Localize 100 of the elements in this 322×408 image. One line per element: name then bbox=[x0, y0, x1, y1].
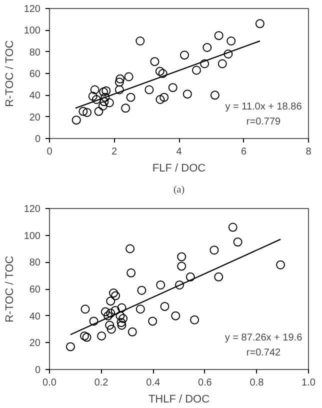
point bbox=[90, 85, 100, 94]
point bbox=[106, 296, 116, 306]
point bbox=[92, 95, 101, 104]
point bbox=[116, 311, 125, 320]
x-tick-label: 8 bbox=[306, 146, 312, 158]
point bbox=[200, 59, 210, 68]
x-tick-label: 4 bbox=[176, 146, 182, 158]
point bbox=[186, 272, 195, 282]
point bbox=[150, 57, 160, 66]
point bbox=[218, 59, 227, 68]
point bbox=[156, 95, 165, 104]
point bbox=[144, 85, 154, 94]
point bbox=[106, 308, 116, 318]
point bbox=[192, 66, 201, 75]
point bbox=[224, 50, 233, 58]
point bbox=[168, 83, 178, 92]
y-tick-label: 20 bbox=[29, 112, 41, 124]
x-axis-title: THLF / DOC bbox=[148, 394, 210, 406]
y-axis-title: R-TOC / TOC bbox=[4, 256, 16, 322]
annotation: r=0.779 bbox=[246, 116, 282, 128]
annotation: y = 87.26x + 19.6 bbox=[224, 332, 303, 344]
point bbox=[156, 280, 166, 290]
point bbox=[136, 304, 145, 314]
y-tick-label: 40 bbox=[29, 311, 41, 322]
point bbox=[72, 116, 81, 125]
y-tick-label: 80 bbox=[29, 258, 41, 269]
annotation: y = 11.0x + 18.86 bbox=[225, 102, 302, 112]
point bbox=[88, 92, 98, 101]
point bbox=[108, 288, 118, 298]
y-tick-label: 0 bbox=[34, 134, 41, 145]
point bbox=[66, 342, 75, 352]
x-tick-label: 1.0 bbox=[302, 378, 316, 388]
point bbox=[202, 43, 212, 52]
point bbox=[100, 97, 109, 106]
point bbox=[104, 311, 113, 320]
y-tick-label: 60 bbox=[29, 69, 41, 80]
x-tick-label: 2 bbox=[111, 146, 118, 158]
point bbox=[82, 108, 92, 117]
point bbox=[99, 87, 108, 96]
point bbox=[111, 291, 120, 300]
y-tick-label: 120 bbox=[24, 204, 41, 215]
point bbox=[121, 104, 130, 113]
y-tick-label: 100 bbox=[24, 230, 41, 242]
x-tick-label: 0 bbox=[46, 146, 53, 158]
point bbox=[126, 268, 136, 278]
point bbox=[177, 262, 186, 271]
x-tick-label: 0.2 bbox=[94, 378, 109, 388]
point bbox=[80, 331, 89, 340]
text: (a) bbox=[173, 184, 185, 196]
point bbox=[210, 246, 219, 255]
point bbox=[158, 69, 168, 78]
point bbox=[98, 102, 108, 110]
point bbox=[160, 302, 170, 311]
y-tick-label: 20 bbox=[29, 338, 41, 350]
point bbox=[160, 92, 169, 102]
x-tick-label: 6 bbox=[240, 146, 247, 158]
point bbox=[105, 320, 114, 330]
y-axis-title: R-TOC / TOC bbox=[4, 40, 16, 107]
x-tick-label: 0.8 bbox=[250, 378, 264, 388]
point bbox=[80, 304, 90, 314]
y-tick-label: 120 bbox=[24, 4, 41, 15]
x-tick-label: 0.4 bbox=[146, 378, 160, 388]
point bbox=[148, 316, 158, 326]
point bbox=[97, 331, 106, 340]
point bbox=[128, 327, 137, 336]
y-tick-label: 100 bbox=[24, 26, 41, 37]
point bbox=[210, 90, 220, 100]
point bbox=[155, 66, 164, 76]
point bbox=[177, 252, 186, 262]
point bbox=[100, 92, 110, 102]
point bbox=[214, 272, 224, 282]
point bbox=[136, 36, 145, 46]
point bbox=[117, 320, 126, 330]
point bbox=[226, 36, 236, 46]
point bbox=[102, 86, 111, 96]
point bbox=[78, 106, 88, 116]
point bbox=[116, 74, 125, 84]
point bbox=[100, 307, 110, 316]
point bbox=[214, 31, 224, 40]
point bbox=[116, 318, 126, 328]
point bbox=[114, 85, 124, 94]
point bbox=[276, 260, 286, 270]
point bbox=[233, 238, 242, 247]
point bbox=[137, 286, 146, 295]
point bbox=[106, 324, 116, 334]
point bbox=[182, 90, 192, 99]
point bbox=[89, 316, 98, 326]
point bbox=[110, 306, 120, 315]
point bbox=[117, 303, 126, 312]
x-axis-title: FLF / DOC bbox=[152, 162, 206, 174]
y-tick-label: 40 bbox=[29, 90, 41, 102]
point bbox=[104, 98, 114, 108]
point bbox=[175, 280, 184, 290]
x-tick-label: 0.6 bbox=[198, 378, 212, 388]
y-tick-label: 80 bbox=[29, 47, 41, 58]
y-tick-label: 60 bbox=[29, 284, 41, 296]
point bbox=[82, 332, 92, 342]
point bbox=[228, 222, 238, 232]
point bbox=[124, 72, 134, 82]
point bbox=[180, 50, 190, 60]
